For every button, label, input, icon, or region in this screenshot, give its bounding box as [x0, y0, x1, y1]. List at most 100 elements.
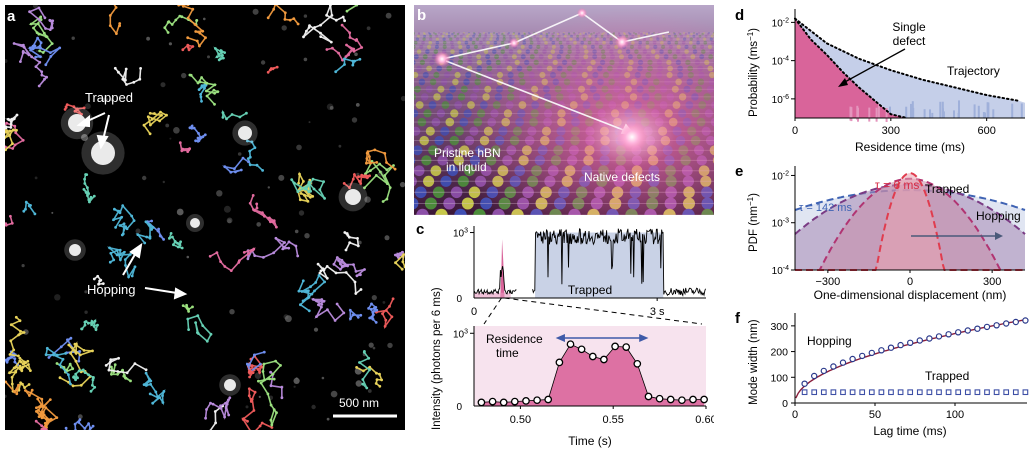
track-point [200, 100, 203, 103]
track-point [218, 59, 221, 62]
track-point [253, 254, 256, 257]
track-point [310, 293, 313, 296]
track-point [336, 256, 339, 259]
track-point [375, 321, 378, 324]
track-point [228, 396, 231, 399]
track-point [108, 247, 111, 250]
track-point [239, 116, 242, 119]
track-point [83, 188, 86, 191]
track-point [376, 378, 379, 381]
data-point [489, 398, 495, 404]
track-point [44, 27, 47, 30]
track-point [45, 423, 48, 426]
track-point [209, 402, 212, 405]
track-point [64, 352, 67, 355]
track-point [317, 263, 320, 266]
track-point [201, 84, 204, 87]
track-point [263, 215, 266, 218]
track-point [40, 70, 43, 73]
track-point [252, 248, 255, 251]
track-point [156, 395, 159, 398]
track-point [361, 383, 364, 386]
track-point [118, 22, 121, 25]
track-point [45, 76, 48, 79]
track-point [60, 345, 63, 348]
ytick-label: 0 [782, 398, 788, 410]
track-point [56, 362, 59, 365]
background-dot [246, 405, 249, 408]
track-point [339, 268, 342, 271]
background-dot [146, 37, 150, 41]
track-point [163, 390, 166, 393]
track-point [154, 391, 157, 394]
track-point [40, 424, 43, 427]
track-point [214, 410, 217, 413]
trajectory-label: Trajectory [947, 64, 1000, 78]
hopping-point [984, 324, 989, 329]
track-point [50, 418, 53, 421]
background-dot [314, 328, 318, 332]
trajectory-hist-bar [953, 110, 955, 118]
track-point [74, 423, 77, 426]
track-point [243, 251, 246, 254]
hopping-point [1004, 321, 1009, 326]
track-point [303, 188, 306, 191]
track-point [115, 32, 118, 35]
track-point [201, 30, 204, 33]
trapped-point [870, 390, 875, 395]
x-axis-label: One-dimensional displacement (nm) [814, 288, 1007, 302]
background-dot [282, 25, 287, 30]
track-point [105, 364, 108, 367]
track-point [326, 308, 329, 311]
residence-label-line2: time [496, 346, 519, 360]
track-point [51, 27, 54, 30]
background-dot [84, 311, 87, 314]
ytick-label: 10-4 [772, 265, 789, 277]
track-point [59, 376, 62, 379]
track-point [334, 319, 337, 322]
track-point [195, 19, 198, 22]
hopping-point [869, 350, 874, 355]
track-point [313, 26, 316, 29]
track-point [231, 113, 234, 116]
background-dot [22, 264, 25, 267]
background-dot [256, 222, 261, 227]
track-point [349, 317, 352, 320]
track-point [331, 47, 334, 50]
track-point [110, 373, 113, 376]
track-point [308, 309, 311, 312]
track-point [145, 220, 148, 223]
track-point [366, 152, 369, 155]
track-point [296, 190, 299, 193]
track-point [253, 409, 256, 412]
track-point [351, 64, 354, 67]
background-dot [327, 418, 330, 421]
x-axis-label: Lag time (ms) [873, 424, 946, 438]
track-point [29, 369, 32, 372]
hopping-point [1013, 319, 1018, 324]
background-dot [295, 230, 299, 234]
track-point [268, 378, 271, 381]
track-point [13, 361, 16, 364]
track-point [319, 35, 322, 38]
track-point [222, 111, 225, 114]
track-point [69, 363, 72, 366]
xtick-label: 600 [977, 125, 995, 137]
track-point [394, 254, 397, 257]
trapped-point [927, 390, 932, 395]
track-point [303, 194, 306, 197]
track-point [91, 350, 94, 353]
track-point [80, 384, 83, 387]
hopping-point [898, 343, 903, 348]
track-point [230, 269, 233, 272]
track-point [225, 407, 228, 410]
track-point [204, 417, 207, 420]
tau-trapped-label: τ = 6 ms [875, 178, 919, 192]
track-point [249, 163, 252, 166]
track-point [91, 384, 94, 387]
track-point [354, 281, 357, 284]
track-point [357, 316, 360, 319]
data-point [668, 396, 674, 402]
